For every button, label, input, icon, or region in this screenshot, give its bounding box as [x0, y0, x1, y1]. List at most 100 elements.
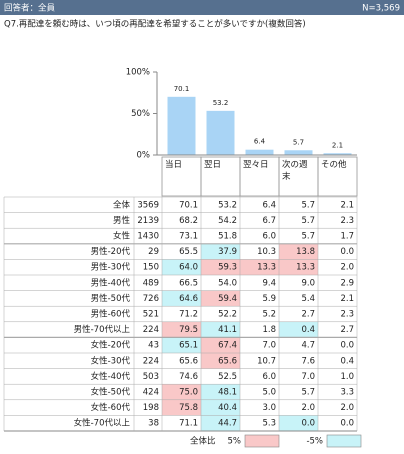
- cell-value: 0.4: [340, 356, 354, 366]
- cell-value: 5.7: [301, 200, 315, 210]
- cell-value: 5.2: [262, 310, 276, 320]
- cell-value: 5.0: [262, 388, 276, 398]
- cell-value: 2.0: [340, 263, 354, 273]
- cell-value: 6.7: [262, 216, 276, 226]
- cell-value: 59.3: [218, 263, 237, 273]
- row-label: 全体: [113, 199, 131, 210]
- row-label: 男性-20代: [91, 246, 131, 257]
- cell-value: 52.5: [218, 372, 237, 382]
- cell-value: 10.7: [257, 356, 276, 366]
- row-label: 女性-40代: [91, 371, 131, 382]
- legend-title: 全体比: [190, 436, 216, 447]
- row-label: 女性: [113, 231, 131, 242]
- cell-value: 0.0: [340, 341, 354, 351]
- cell-value: 79.5: [179, 325, 198, 335]
- legend-label: 5%: [228, 437, 242, 447]
- legend-swatch: [244, 434, 280, 448]
- highlight-cell: [201, 353, 240, 369]
- highlight-cell: [162, 337, 201, 353]
- value-label: 5.7: [293, 138, 304, 146]
- cell-value: 13.3: [257, 263, 276, 273]
- cell-value: 2.0: [301, 403, 315, 413]
- highlight-cell: [279, 321, 318, 338]
- cell-value: 5.3: [262, 419, 276, 429]
- cell-value: 0.0: [340, 419, 354, 429]
- respondents: 回答者：全員: [4, 3, 56, 14]
- cell-value: 13.8: [296, 247, 315, 257]
- sample-count: 424: [143, 388, 159, 398]
- cell-value: 66.5: [179, 278, 198, 288]
- cell-value: 73.1: [179, 232, 198, 242]
- cell-value: 2.7: [340, 325, 354, 335]
- row-label: 女性-20代: [91, 340, 131, 351]
- legend-label: -5%: [306, 437, 323, 447]
- highlight-cell: [240, 259, 279, 275]
- cell-value: 6.0: [262, 372, 276, 382]
- cell-value: 7.0: [301, 372, 315, 382]
- cell-value: 0.0: [340, 247, 354, 257]
- cell-value: 54.2: [218, 216, 237, 226]
- category-cell: 翌日: [204, 160, 222, 170]
- cell-value: 4.7: [301, 341, 315, 351]
- highlight-cell: [162, 290, 201, 307]
- row-label: 女性-60代: [91, 402, 131, 413]
- cell-value: 65.6: [218, 356, 237, 366]
- y-tick-label: 50%: [131, 109, 150, 119]
- cell-value: 40.4: [218, 403, 237, 413]
- highlight-cell: [162, 399, 201, 416]
- cell-value: 2.7: [301, 310, 315, 320]
- row-label: 女性-50代: [91, 387, 131, 398]
- cell-value: 44.7: [218, 419, 237, 429]
- cell-value: 59.4: [218, 294, 237, 304]
- sample-count: 521: [143, 310, 159, 320]
- cell-value: 52.2: [218, 310, 237, 320]
- cell-value: 1.0: [340, 372, 354, 382]
- x-tick-label: 翌日: [204, 160, 222, 170]
- row-label: 男性-30代: [91, 262, 131, 273]
- highlight-cell: [279, 415, 318, 431]
- cell-value: 71.1: [179, 419, 198, 429]
- sample-count: 29: [148, 247, 159, 257]
- sample-size: N=3,569: [362, 4, 400, 14]
- cell-value: 67.4: [218, 341, 237, 351]
- cell-value: 68.2: [179, 216, 198, 226]
- row-label: 男性: [113, 215, 131, 226]
- sample-count: 503: [143, 372, 159, 382]
- cell-value: 2.1: [340, 200, 354, 210]
- bar: [323, 153, 352, 155]
- row-label: 男性-70代以上: [74, 324, 131, 335]
- highlight-cell: [279, 259, 318, 275]
- bar: [284, 150, 313, 155]
- category-cell: 次の週末: [282, 160, 308, 182]
- row-label: 男性-60代: [91, 309, 131, 320]
- row-label: 女性-70代以上: [74, 418, 131, 429]
- cell-value: 37.9: [218, 247, 237, 257]
- row-label: 女性-30代: [91, 355, 131, 366]
- sample-count: 224: [143, 356, 159, 366]
- cell-value: 2.1: [340, 294, 354, 304]
- y-tick-label: 100%: [126, 68, 150, 78]
- highlight-cell: [201, 415, 240, 431]
- cell-value: 74.6: [179, 372, 198, 382]
- sample-count: 489: [143, 278, 159, 288]
- x-tick-label: その他: [321, 160, 347, 170]
- cell-value: 5.7: [301, 216, 315, 226]
- cell-value: 1.7: [340, 232, 354, 242]
- cell-value: 13.3: [296, 263, 315, 273]
- highlight-cell: [201, 259, 240, 275]
- cell-value: 64.6: [179, 294, 198, 304]
- highlight-cell: [201, 384, 240, 400]
- highlight-cell: [201, 290, 240, 307]
- bar: [206, 110, 235, 155]
- cell-value: 2.3: [340, 216, 354, 226]
- sample-count: 198: [143, 403, 159, 413]
- sample-count: 726: [143, 294, 159, 304]
- cell-value: 5.9: [262, 294, 276, 304]
- cell-value: 70.1: [179, 200, 198, 210]
- category-cell: その他: [321, 160, 347, 170]
- category-cell: 当日: [165, 160, 182, 170]
- cell-value: 5.4: [301, 294, 315, 304]
- sample-count: 43: [148, 341, 159, 351]
